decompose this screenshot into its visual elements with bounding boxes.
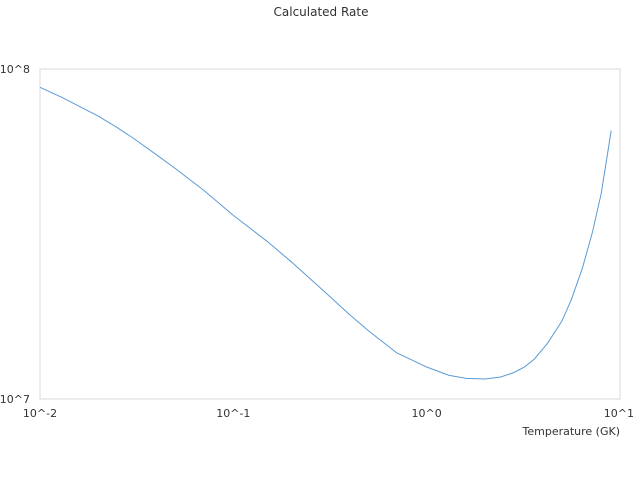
x-tick-label: 10^1 — [604, 407, 634, 420]
plot-area-frame — [39, 68, 621, 400]
y-tick-label: 10^8 — [0, 63, 30, 76]
x-axis-label: Temperature (GK) — [522, 425, 621, 438]
y-tick-label: 10^7 — [0, 393, 30, 406]
series-line — [39, 86, 612, 380]
x-axis-ticks: 10^-2 10^-1 10^0 10^1 — [23, 407, 634, 420]
y-axis-ticks: 10^7 10^8 — [0, 63, 30, 406]
x-tick-label: 10^-2 — [23, 407, 57, 420]
chart-title: Calculated Rate — [274, 5, 369, 19]
x-tick-label: 10^0 — [412, 407, 442, 420]
x-tick-label: 10^-1 — [216, 407, 250, 420]
